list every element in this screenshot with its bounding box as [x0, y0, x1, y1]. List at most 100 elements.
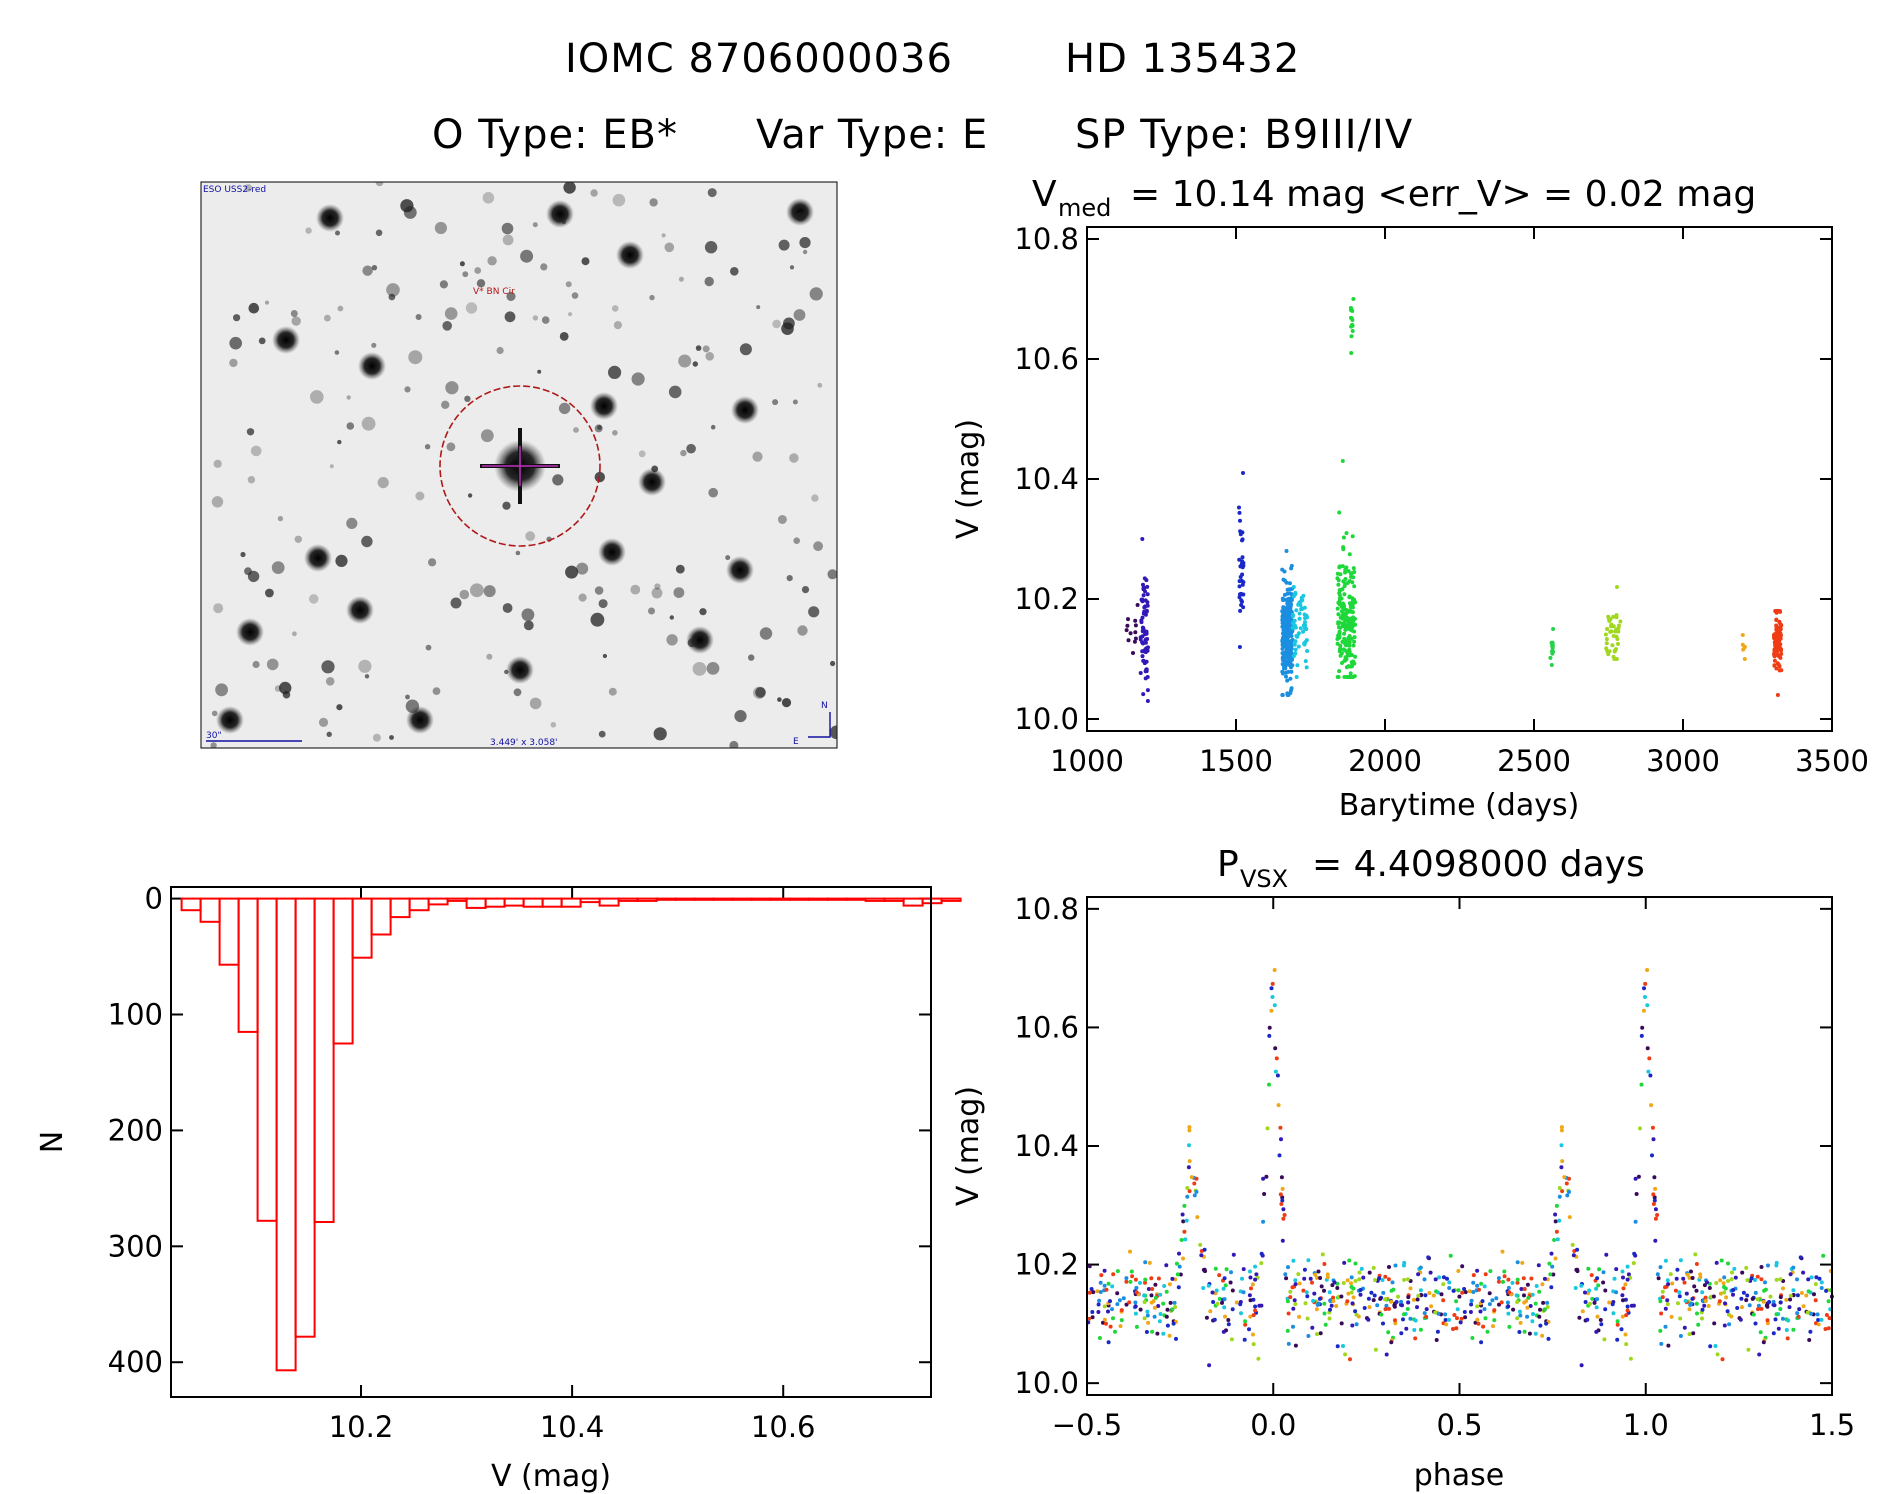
lightcurve-point: [1126, 638, 1131, 643]
phased-point: [1124, 1276, 1129, 1281]
lightcurve-point: [1286, 623, 1291, 628]
finder-star: [496, 346, 504, 355]
phased-point: [1113, 1329, 1117, 1334]
finder-star: [565, 281, 572, 288]
phased-point: [1226, 1318, 1231, 1322]
finder-star: [710, 424, 716, 430]
finder-star: [336, 704, 343, 711]
finder-star: [502, 501, 511, 510]
finder-star: [404, 386, 411, 393]
phased-point: [1096, 1310, 1101, 1314]
finder-star: [532, 222, 538, 228]
finder-star: [525, 531, 536, 542]
lightcurve-xtick-label: 3000: [1646, 744, 1720, 778]
phased-point: [1171, 1321, 1176, 1326]
phased-point: [1791, 1265, 1796, 1270]
phased-point: [1651, 1192, 1656, 1197]
histogram-bar: [655, 897, 677, 901]
lightcurve-point: [1284, 674, 1288, 679]
finder-star: [561, 220, 567, 225]
phased-point: [1807, 1338, 1812, 1342]
lightcurve-point: [1341, 579, 1346, 584]
phased-point: [1322, 1262, 1327, 1266]
finder-star: [304, 544, 332, 572]
phased-point: [1645, 1046, 1650, 1051]
phased-point: [1297, 1314, 1302, 1319]
phased-point: [1145, 1313, 1150, 1318]
phased-point: [1559, 1125, 1564, 1130]
phased-point: [1161, 1331, 1166, 1336]
finder-star: [335, 554, 348, 568]
phased-point: [1788, 1272, 1793, 1277]
finder-star: [506, 656, 534, 684]
finder-star: [725, 555, 731, 561]
lightcurve-point: [1293, 647, 1298, 652]
finder-star: [630, 584, 641, 595]
phased-point: [1248, 1269, 1252, 1274]
phased-point: [1201, 1286, 1206, 1290]
histogram-panel: 10.2 10.4 10.6 0 100 200 300 400 V (mag) N: [35, 882, 962, 1494]
lightcurve-point: [1350, 534, 1355, 539]
phased-point: [1471, 1273, 1476, 1278]
finder-star: [329, 464, 334, 469]
phased-point: [1243, 1319, 1248, 1324]
phased-point: [1506, 1304, 1511, 1309]
phased-ytick-label: 10.8: [1014, 892, 1079, 926]
finder-star: [294, 535, 302, 543]
finder-star: [513, 688, 522, 697]
phased-point: [1170, 1307, 1175, 1312]
phased-point: [1335, 1286, 1340, 1290]
phased-point: [1555, 1237, 1560, 1242]
phased-point: [1774, 1263, 1779, 1268]
phased-point: [1249, 1286, 1253, 1291]
phased-point: [1408, 1286, 1413, 1291]
finder-star: [246, 428, 255, 436]
phased-point: [1530, 1292, 1535, 1297]
phased-xtick-label: −0.5: [1052, 1408, 1122, 1442]
finder-star: [364, 674, 370, 679]
finder-star: [578, 593, 587, 602]
phased-point: [1127, 1300, 1132, 1305]
phased-point: [1243, 1322, 1248, 1327]
phased-point: [1809, 1275, 1814, 1280]
lightcurve-point: [1143, 612, 1148, 617]
lightcurve-ytick-label: 10.8: [1014, 222, 1079, 256]
phased-point: [1473, 1320, 1478, 1325]
phased-point: [1210, 1290, 1215, 1295]
finder-star: [598, 538, 626, 566]
finder-fov-label: 3.449' x 3.058': [490, 738, 558, 748]
lightcurve-point: [1616, 641, 1620, 646]
phased-point: [1293, 1278, 1298, 1283]
phased-point: [1564, 1181, 1569, 1186]
phased-point: [1381, 1290, 1386, 1295]
phased-point: [1707, 1286, 1712, 1290]
phased-point: [1778, 1295, 1783, 1300]
phased-point: [1158, 1292, 1163, 1297]
phased-point: [1296, 1272, 1301, 1277]
phased-xtick-label: 1.5: [1809, 1408, 1855, 1442]
phased-point: [1451, 1327, 1455, 1331]
lightcurve-point: [1288, 662, 1293, 667]
phased-point: [1475, 1283, 1480, 1288]
phased-point: [1176, 1285, 1181, 1290]
phased-point: [1231, 1252, 1236, 1257]
phased-point: [1253, 1264, 1258, 1269]
lightcurve-point: [1241, 592, 1246, 597]
lightcurve-point: [1343, 570, 1347, 575]
phased-point: [1795, 1293, 1800, 1298]
finder-star: [213, 459, 222, 468]
lightcurve-point: [1140, 599, 1145, 604]
phased-point: [1560, 1159, 1565, 1164]
phased-point: [1098, 1280, 1103, 1285]
phased-point: [1788, 1297, 1793, 1302]
phased-point: [1102, 1317, 1107, 1322]
phased-point: [1162, 1284, 1167, 1288]
phased-point: [1745, 1293, 1750, 1298]
phased-ytick-label: 10.4: [1014, 1129, 1079, 1163]
finder-star: [233, 314, 241, 322]
lightcurve-ytick-label: 10.4: [1014, 462, 1079, 496]
phased-title-main: P: [1217, 844, 1239, 885]
histogram-bar: [693, 897, 715, 901]
phased-point: [1367, 1305, 1372, 1310]
phased-point: [1551, 1272, 1556, 1277]
